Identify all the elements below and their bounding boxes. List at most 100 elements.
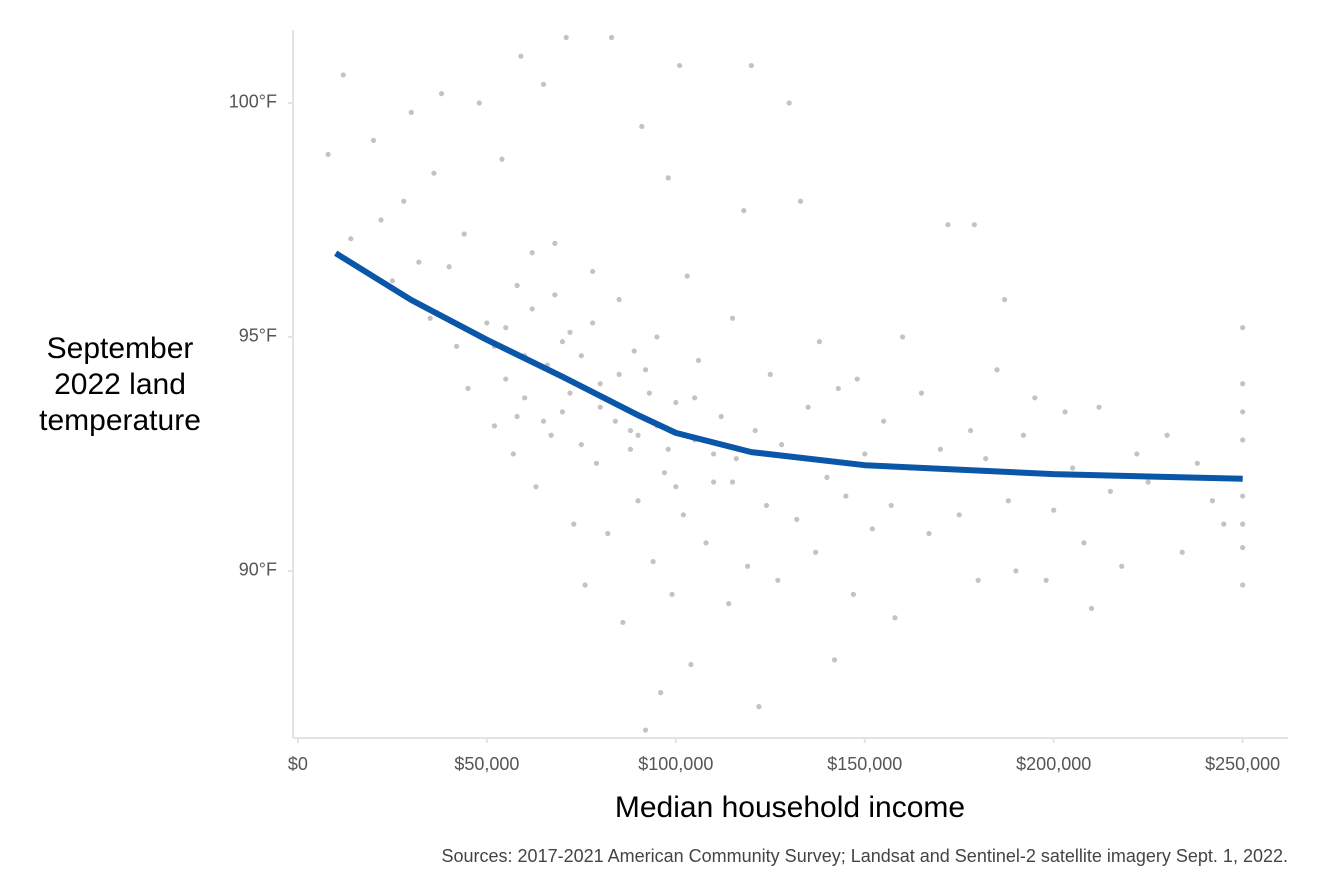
data-point (703, 540, 709, 546)
data-point (835, 385, 841, 392)
data-point (1164, 432, 1170, 438)
data-point (729, 479, 736, 485)
data-point (378, 217, 384, 223)
data-point (1013, 568, 1019, 574)
data-point (665, 175, 671, 181)
data-point (639, 123, 645, 129)
data-point (741, 208, 747, 214)
y-axis-label: 2022 land (54, 368, 186, 401)
data-point (491, 423, 498, 429)
data-point (431, 170, 437, 176)
y-tick-label: 95°F (239, 326, 277, 346)
data-point (552, 292, 558, 298)
data-point (692, 395, 698, 401)
data-point (499, 156, 505, 162)
data-point (590, 320, 596, 326)
data-point (971, 222, 977, 228)
data-point (710, 451, 717, 457)
data-point (340, 72, 346, 78)
data-point (616, 296, 622, 303)
data-point (597, 381, 603, 387)
data-point (1043, 577, 1049, 583)
data-point (616, 371, 622, 378)
data-point (869, 526, 875, 532)
data-point (567, 390, 573, 396)
data-point (881, 418, 887, 424)
data-point (446, 264, 452, 270)
data-point (1240, 409, 1246, 415)
data-point (642, 727, 649, 733)
data-point (745, 563, 751, 569)
data-point (518, 53, 524, 59)
data-point (646, 390, 652, 396)
data-point (631, 348, 637, 354)
data-point (1240, 582, 1246, 588)
data-point (767, 371, 773, 378)
data-point (593, 460, 600, 466)
data-point (348, 236, 354, 242)
data-point (1240, 493, 1246, 499)
source-note: Sources: 2017-2021 American Community Su… (442, 846, 1288, 866)
x-tick-label: $250,000 (1205, 754, 1280, 774)
data-point (597, 404, 603, 410)
data-point (1119, 563, 1125, 569)
data-point (514, 413, 520, 420)
data-point (695, 357, 702, 363)
data-point (559, 339, 566, 345)
data-point (729, 315, 736, 321)
data-point (673, 399, 679, 406)
y-axis-label: temperature (39, 404, 201, 437)
data-point (1221, 521, 1227, 527)
data-point (548, 432, 554, 438)
data-point (850, 591, 857, 597)
x-tick-label: $150,000 (827, 754, 902, 774)
data-point (665, 446, 671, 452)
data-point (582, 582, 588, 588)
y-axis-label: September (47, 332, 194, 365)
data-point (669, 591, 675, 597)
x-axis-label: Median household income (615, 791, 965, 824)
data-point (945, 222, 951, 228)
data-point (465, 385, 471, 392)
data-point (684, 273, 690, 279)
data-point (620, 619, 626, 626)
data-point (1096, 404, 1102, 410)
data-point (786, 100, 792, 106)
data-point (540, 81, 547, 87)
data-point (484, 320, 490, 326)
data-point (794, 516, 800, 523)
data-point (779, 441, 785, 448)
x-tick-label: $200,000 (1016, 754, 1091, 774)
data-point (590, 268, 596, 275)
data-point (533, 484, 539, 490)
data-point (1240, 521, 1246, 527)
data-point (918, 390, 925, 396)
data-point (892, 615, 898, 621)
data-point (438, 91, 445, 97)
data-point (831, 657, 838, 663)
data-point (642, 367, 649, 373)
data-point (710, 479, 717, 485)
data-point (813, 549, 819, 555)
data-point (578, 441, 584, 448)
data-point (1240, 381, 1246, 387)
data-point (476, 100, 482, 106)
data-point (605, 530, 611, 537)
data-point (427, 315, 433, 321)
data-point (733, 456, 739, 462)
data-point (824, 474, 830, 480)
data-point (1240, 437, 1246, 443)
data-point (726, 601, 732, 607)
data-point (510, 451, 516, 457)
data-point (454, 343, 460, 349)
data-point (571, 521, 577, 527)
data-point (888, 502, 894, 509)
data-point (680, 512, 686, 518)
data-point (578, 353, 584, 359)
data-point (635, 498, 641, 504)
data-point (1001, 296, 1008, 303)
data-point (635, 432, 641, 438)
data-point (673, 484, 679, 490)
x-tick-label: $100,000 (638, 754, 713, 774)
